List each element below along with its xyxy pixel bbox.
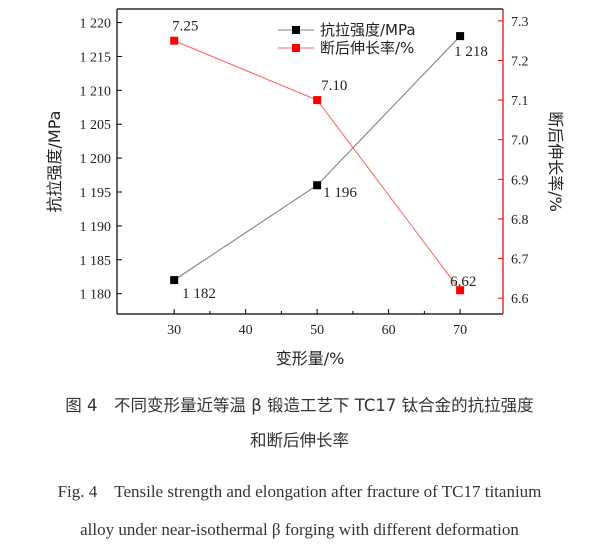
y-left-axis-title: 抗拉强度/MPa [45,111,64,213]
y-right-tick-label: 7.3 [511,15,529,30]
y-left-tick-label: 1 215 [80,50,112,65]
data-point-2 [170,36,179,45]
y-left-tick-label: 1 210 [80,84,112,99]
series-line-1 [173,35,461,281]
x-tick-label: 40 [239,323,253,338]
data-label-1: 1 218 [454,44,488,60]
legend-label-1: 抗拉强度/MPa [320,21,416,39]
y-right-tick-label: 7.0 [511,134,529,149]
data-point-1 [313,181,322,190]
data-point-1 [456,32,465,41]
legend-label-2: 断后伸长率/% [320,39,414,57]
data-label-2: 6.62 [450,274,476,290]
y-left-tick-label: 1 200 [80,152,112,167]
y-right-tick-label: 7.2 [511,54,529,69]
x-axis-title: 变形量/% [276,349,345,368]
data-point-1 [170,276,179,285]
y-left-tick-label: 1 190 [80,220,112,235]
y-right-tick-label: 6.6 [511,292,529,307]
data-point-2 [456,286,465,295]
y-left-tick-label: 1 220 [80,17,112,32]
y-left-tick-label: 1 195 [80,186,112,201]
y-right-tick-label: 7.1 [511,94,529,109]
y-right-tick-label: 6.7 [511,253,529,268]
data-point-2 [313,96,322,105]
series-line-2 [173,40,461,291]
figure-caption-zh-line2: 和断后伸长率 [250,431,349,450]
data-label-2: 7.10 [321,78,347,94]
y-left-tick-label: 1 180 [80,288,112,303]
x-tick-label: 70 [453,323,467,338]
x-tick-label: 60 [382,323,396,338]
y-left-tick-label: 1 185 [80,254,112,269]
y-right-tick-label: 6.9 [511,173,529,188]
data-label-1: 1 196 [323,185,357,201]
y-right-tick-label: 6.8 [511,213,529,228]
x-tick-label: 30 [167,323,181,338]
dual-axis-line-chart: 30 40 50 60 70 1 180 1 185 1 190 1 195 1 200 1 205… [45,8,565,368]
y-right-axis-title: 断后伸长率/% [546,111,565,212]
data-label-1: 1 182 [182,286,216,302]
figure-caption-en-line2: alloy under near-isothermal β forging wi… [80,520,519,539]
figure-caption-en-line1: Fig. 4 Tensile strength and elongation a… [57,482,542,501]
legend-marker-2 [292,44,300,52]
figure-caption-zh-line1: 图 4 不同变形量近等温 β 锻造工艺下 TC17 钛合金的抗拉强度 [65,396,534,415]
y-left-tick-label: 1 205 [80,118,112,133]
x-tick-label: 50 [310,323,324,338]
data-label-2: 7.25 [172,19,198,35]
legend-marker-1 [292,26,300,34]
